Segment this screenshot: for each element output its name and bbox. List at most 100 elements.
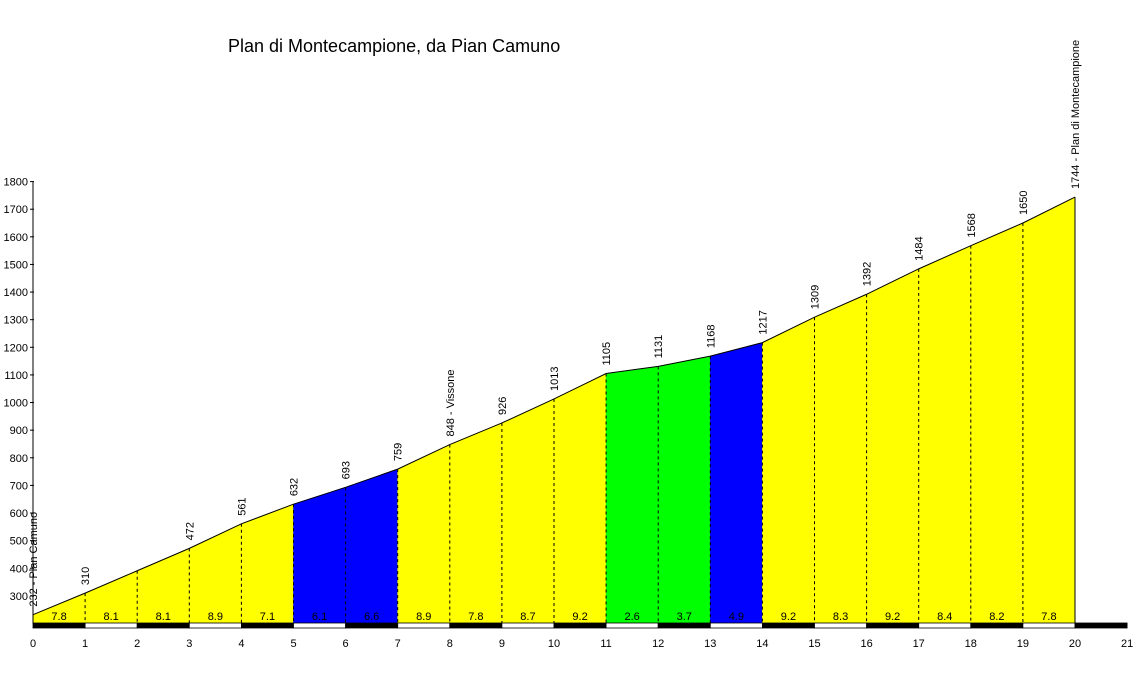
segment-fill	[241, 503, 294, 624]
x-tick-label: 0	[30, 638, 36, 650]
x-tick-label: 8	[447, 638, 453, 650]
segment-gradient-label: 8.9	[416, 611, 431, 623]
km-bar-block	[188, 622, 242, 629]
km-bar-block	[605, 622, 659, 629]
km-bar-block	[136, 622, 190, 629]
profile-line	[32, 196, 1076, 616]
segment-gradient-label: 8.1	[104, 611, 119, 623]
y-tick-label: 1100	[4, 370, 28, 382]
km-bar-block	[240, 622, 294, 629]
x-tick-label: 12	[652, 638, 664, 650]
elevation-point-labels: 232 - Plan Camuno 310 472 561 632 693 759 848 -…	[28, 40, 1082, 607]
segment-gradient-label: 9.2	[572, 611, 587, 623]
x-tick-label: 20	[1069, 638, 1081, 650]
segment-gradient-label: 8.7	[520, 611, 535, 623]
segment-gradient-label: 8.2	[989, 611, 1004, 623]
segment-fill	[709, 342, 763, 624]
y-axis: 300 400 500 600 700 800 900 1000 1100 1200 1300 140…	[4, 177, 34, 624]
elevation-point-label: 1105	[601, 342, 613, 366]
elevation-point-label: 1013	[549, 366, 561, 390]
elevation-point-label: 848 - Vissone	[445, 369, 457, 436]
elevation-point-label: 1309	[810, 285, 822, 309]
segment-gradient-label: 7.8	[468, 611, 483, 623]
segment-fill	[397, 444, 451, 624]
elevation-point-label: 1131	[653, 335, 665, 359]
km-bar-block	[1074, 622, 1128, 629]
elevation-point-label: 1650	[1018, 191, 1030, 215]
elevation-point-label: 561	[236, 497, 248, 515]
segment-fill	[449, 422, 503, 624]
elevation-point-label: 1484	[914, 236, 926, 260]
km-bar-block	[866, 622, 920, 629]
segment-gradient-label: 8.4	[937, 611, 952, 623]
km-bar-block	[814, 622, 867, 629]
y-tick-label: 1600	[4, 232, 28, 244]
x-tick-label: 10	[548, 638, 560, 650]
y-tick-label: 1800	[4, 177, 28, 189]
elevation-point-label: 1217	[757, 310, 769, 334]
km-bar-block	[918, 622, 972, 629]
x-tick-label: 7	[395, 638, 401, 650]
gradient-bar	[32, 622, 1128, 629]
x-tick-label: 16	[860, 638, 872, 650]
elevation-point-label: 1168	[705, 324, 717, 348]
km-bar-block	[501, 622, 555, 629]
x-tick-label: 13	[704, 638, 716, 650]
x-tick-label: 9	[499, 638, 505, 650]
elevation-point-label: 926	[497, 397, 509, 415]
segment-gradient-label: 8.9	[208, 611, 223, 623]
km-bar-block	[1022, 622, 1076, 629]
y-tick-label: 1400	[4, 287, 28, 299]
segment-gradient-label: 2.6	[625, 611, 640, 623]
y-tick-label: 800	[10, 453, 28, 465]
y-tick-label: 500	[10, 536, 28, 548]
elevation-point-label: 1744 - Plan di Montecampione	[1070, 40, 1082, 189]
segment-gradient-label: 3.7	[677, 611, 692, 623]
profile-line-group	[32, 196, 1076, 624]
x-tick-label: 4	[238, 638, 244, 650]
elevation-point-label: 232 - Plan Camuno	[28, 512, 40, 607]
y-tick-label: 1000	[4, 398, 28, 410]
gradient-labels: 7.8 8.1 8.1 8.9 7.1 6.1 6.6 8.9 7.8 8.7 9.2 2.6 3.7 4…	[51, 611, 1056, 623]
km-bar-block	[762, 622, 815, 629]
segment-fills	[32, 196, 1076, 624]
segment-fill	[189, 523, 242, 624]
x-tick-label: 11	[600, 638, 611, 650]
elevation-point-label: 472	[184, 522, 196, 540]
y-tick-label: 1500	[4, 259, 28, 271]
x-axis: 0 1 2 3 4 5 6 7 8 9 10 11 12 13 14 15 16 17 18 19 20 21	[30, 638, 1133, 650]
km-bar-block	[345, 622, 399, 629]
km-bar-block	[397, 622, 451, 629]
km-bar-block	[32, 622, 86, 629]
x-tick-label: 3	[186, 638, 192, 650]
km-bar-block	[84, 622, 138, 629]
segment-gradient-label: 9.2	[781, 611, 796, 623]
x-tick-label: 14	[756, 638, 768, 650]
segment-fill	[814, 293, 867, 624]
elevation-point-label: 1568	[966, 213, 978, 237]
segment-gradient-label: 9.2	[885, 611, 900, 623]
km-bar-block	[293, 622, 346, 629]
elevation-point-label: 632	[289, 478, 301, 496]
y-tick-label: 1700	[4, 204, 28, 216]
y-tick-label: 400	[10, 563, 28, 575]
segment-fill	[605, 366, 659, 624]
segment-fill	[501, 398, 555, 624]
segment-fill	[866, 268, 920, 624]
y-tick-label: 600	[10, 508, 28, 520]
segment-gradient-label: 6.6	[364, 611, 379, 623]
segment-fill	[1022, 196, 1076, 624]
segment-gradient-label: 6.1	[312, 611, 327, 623]
y-tick-label: 1300	[4, 315, 28, 327]
km-bar-block	[970, 622, 1024, 629]
segment-gradient-label: 7.1	[260, 611, 275, 623]
segment-gradient-label: 7.8	[1041, 611, 1056, 623]
segment-fill	[918, 245, 972, 624]
segment-fill	[657, 355, 711, 624]
km-bar-block	[709, 622, 763, 629]
x-tick-label: 2	[134, 638, 140, 650]
x-tick-label: 19	[1017, 638, 1029, 650]
y-tick-label: 1200	[4, 342, 28, 354]
segment-gradient-label: 8.1	[156, 611, 171, 623]
